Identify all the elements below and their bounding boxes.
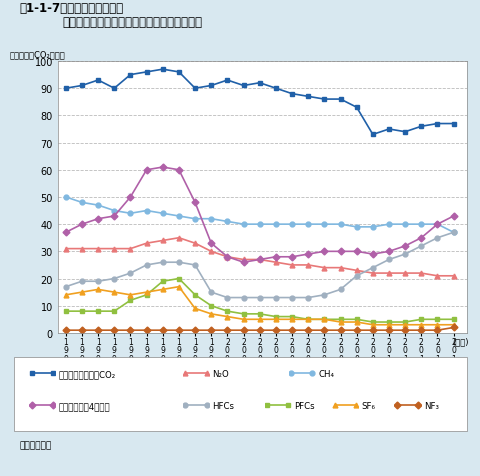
Text: 図1-1-7　各種温室効果ガス: 図1-1-7 各種温室効果ガス: [19, 2, 123, 15]
Text: PFCs: PFCs: [294, 401, 314, 410]
Text: (年度): (年度): [452, 337, 468, 346]
Text: N₂O: N₂O: [212, 369, 229, 378]
Text: （百万トンCO₂換算）: （百万トンCO₂換算）: [10, 50, 65, 59]
Text: （エネルギー起源二酸化炭素以外）の排出量: （エネルギー起源二酸化炭素以外）の排出量: [62, 16, 202, 29]
Text: CH₄: CH₄: [318, 369, 334, 378]
Text: NF₃: NF₃: [423, 401, 438, 410]
Text: HFCs: HFCs: [212, 401, 234, 410]
Text: SF₆: SF₆: [361, 401, 375, 410]
Text: 非エネルギー起源CO₂: 非エネルギー起源CO₂: [59, 369, 116, 378]
Text: 資料：環境省: 資料：環境省: [19, 440, 51, 449]
Text: 代替フロン箉4ガス計: 代替フロン箉4ガス計: [59, 401, 110, 410]
